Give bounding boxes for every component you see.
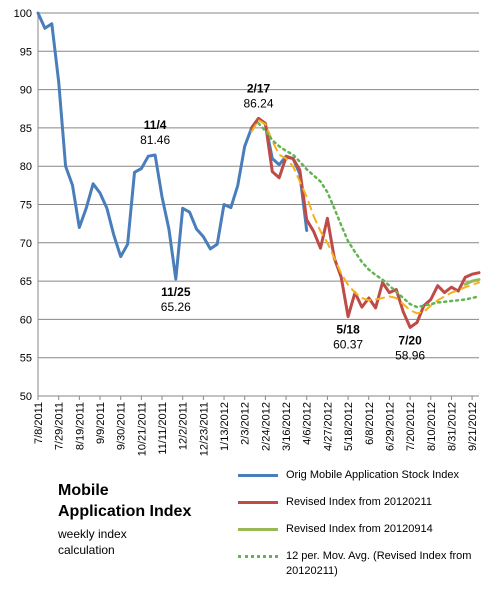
x-tick-label: 4/27/2012 — [322, 402, 334, 451]
gridlines — [38, 12, 479, 397]
y-tick-label: 55 — [20, 353, 32, 365]
series-line-3 — [250, 119, 480, 315]
chart-subtitle-line-2: calculation — [58, 543, 115, 557]
y-tick-label: 80 — [20, 161, 32, 173]
legend-item-revised-20120211: Revised Index from 20120211 — [238, 495, 488, 510]
annotation-value: 86.24 — [243, 96, 273, 110]
y-tick-label: 60 — [20, 314, 32, 326]
x-tick-label: 12/23/2011 — [198, 402, 210, 456]
annotation-date: 7/20 — [398, 333, 422, 347]
annotation-value: 58.96 — [395, 348, 425, 362]
x-tick-label: 6/29/2012 — [384, 402, 396, 451]
x-tick-label: 2/3/2012 — [240, 402, 252, 445]
series-line-2 — [463, 278, 481, 286]
annotation-date: 2/17 — [247, 81, 271, 95]
annotation-value: 65.26 — [161, 300, 191, 314]
x-tick-label: 4/6/2012 — [302, 402, 314, 445]
series-line-4 — [257, 122, 481, 309]
axes: 50 55 60 65 70 75 80 85 90 95 100 7/8/2011 7/29/2011… — [14, 8, 479, 456]
annotation-date: 11/4 — [144, 118, 167, 132]
annotation-date: 11/25 — [161, 285, 191, 299]
y-tick-label: 85 — [20, 123, 32, 135]
x-tick-label: 10/21/2011 — [136, 402, 148, 456]
series-line-1 — [250, 116, 481, 329]
legend-label: 12 per. Mov. Avg. (Revised Index from 20… — [286, 550, 472, 577]
x-tick-label: 8/10/2012 — [426, 402, 438, 451]
legend-swatch-revised-20120211 — [238, 501, 278, 504]
annotation-value: 60.37 — [333, 338, 363, 352]
annotation-date: 5/18 — [336, 323, 360, 337]
y-tick-label: 50 — [20, 391, 32, 403]
legend-label: Revised Index from 20120914 — [286, 523, 433, 535]
legend-swatch-moving-average — [238, 555, 278, 558]
x-tick-label: 8/19/2011 — [74, 402, 86, 450]
x-tick-label: 9/30/2011 — [116, 402, 128, 450]
chart-caption: Mobile Application Index weekly index ca… — [58, 480, 228, 558]
y-tick-label: 70 — [20, 238, 32, 250]
series-group — [36, 11, 481, 329]
x-tick-label: 6/8/2012 — [364, 402, 376, 445]
chart-title-line-1: Mobile — [58, 482, 109, 499]
legend-item-orig-index: Orig Mobile Application Stock Index — [238, 468, 488, 483]
y-tick-label: 90 — [20, 85, 32, 97]
chart-title-line-2: Application Index — [58, 503, 192, 520]
legend-swatch-orig-index — [238, 474, 278, 477]
x-tick-label: 1/13/2012 — [219, 402, 231, 451]
annotation-value: 81.46 — [140, 133, 170, 147]
x-tick-label: 11/11/2011 — [157, 402, 169, 455]
x-tick-label: 9/9/2011 — [95, 402, 107, 444]
y-tick-label: 100 — [14, 8, 32, 20]
y-tick-label: 65 — [20, 276, 32, 288]
x-tick-label: 7/8/2011 — [33, 402, 45, 444]
legend-item-revised-20120914: Revised Index from 20120914 — [238, 522, 488, 537]
series-line-0 — [36, 11, 309, 281]
x-tick-label: 7/20/2012 — [405, 402, 417, 451]
chart-subtitle-line-1: weekly index — [58, 527, 127, 541]
x-tick-label: 5/18/2012 — [343, 402, 355, 451]
x-tick-label: 8/31/2012 — [446, 402, 458, 451]
legend-swatch-revised-20120914 — [238, 528, 278, 531]
chart-legend: Orig Mobile Application Stock Index Revi… — [238, 468, 488, 591]
x-tick-label: 12/2/2011 — [178, 402, 190, 450]
x-tick-label: 7/29/2011 — [54, 402, 66, 450]
x-tick-label: 3/16/2012 — [281, 402, 293, 451]
y-tick-label: 75 — [20, 200, 32, 212]
y-tick-label: 95 — [20, 46, 32, 58]
legend-item-moving-average: 12 per. Mov. Avg. (Revised Index from 20… — [238, 549, 488, 579]
legend-label: Orig Mobile Application Stock Index — [286, 469, 460, 481]
legend-label: Revised Index from 20120211 — [286, 496, 432, 508]
x-tick-label: 2/24/2012 — [260, 402, 272, 451]
x-tick-label: 9/21/2012 — [467, 402, 479, 451]
